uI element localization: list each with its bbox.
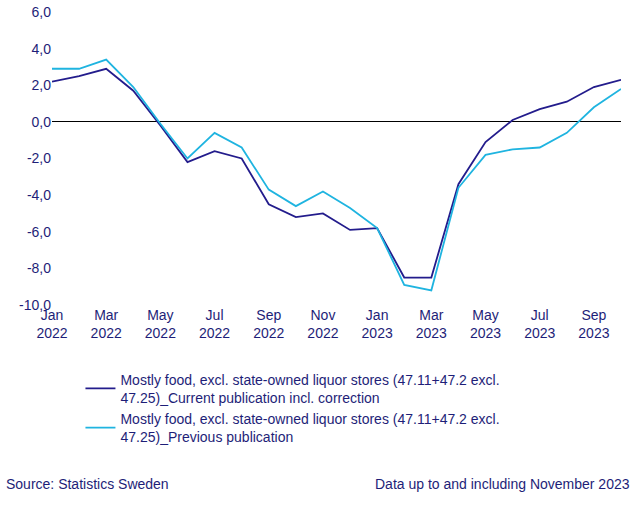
svg-text:-8,0: -8,0	[27, 260, 51, 276]
svg-text:-10,0: -10,0	[19, 297, 51, 313]
svg-text:Mar2023: Mar2023	[416, 307, 447, 341]
svg-text:Mar2022: Mar2022	[91, 307, 122, 341]
svg-text:6,0: 6,0	[32, 4, 52, 20]
svg-text:Jul2022: Jul2022	[199, 307, 230, 341]
svg-text:2,0: 2,0	[32, 77, 52, 93]
svg-text:Mostly food, excl. state-owned: Mostly food, excl. state-owned liquor st…	[120, 372, 499, 406]
svg-text:Mostly food, excl. state-owned: Mostly food, excl. state-owned liquor st…	[120, 411, 499, 445]
svg-text:Nov2022: Nov2022	[307, 307, 338, 341]
svg-text:4,0: 4,0	[32, 41, 52, 57]
svg-text:May2023: May2023	[470, 307, 501, 341]
svg-text:Source: Statistics Sweden: Source: Statistics Sweden	[6, 476, 169, 492]
svg-text:-2,0: -2,0	[27, 150, 51, 166]
svg-text:-4,0: -4,0	[27, 187, 51, 203]
svg-text:Jan2022: Jan2022	[36, 307, 67, 341]
svg-text:Sep2022: Sep2022	[253, 307, 284, 341]
svg-text:Jul2023: Jul2023	[524, 307, 555, 341]
svg-text:May2022: May2022	[145, 307, 176, 341]
svg-text:Jan2023: Jan2023	[362, 307, 393, 341]
svg-text:0,0: 0,0	[32, 114, 52, 130]
svg-text:Data up to and including Novem: Data up to and including November 2023	[375, 476, 630, 492]
svg-text:-6,0: -6,0	[27, 224, 51, 240]
svg-text:Sep2023: Sep2023	[578, 307, 609, 341]
